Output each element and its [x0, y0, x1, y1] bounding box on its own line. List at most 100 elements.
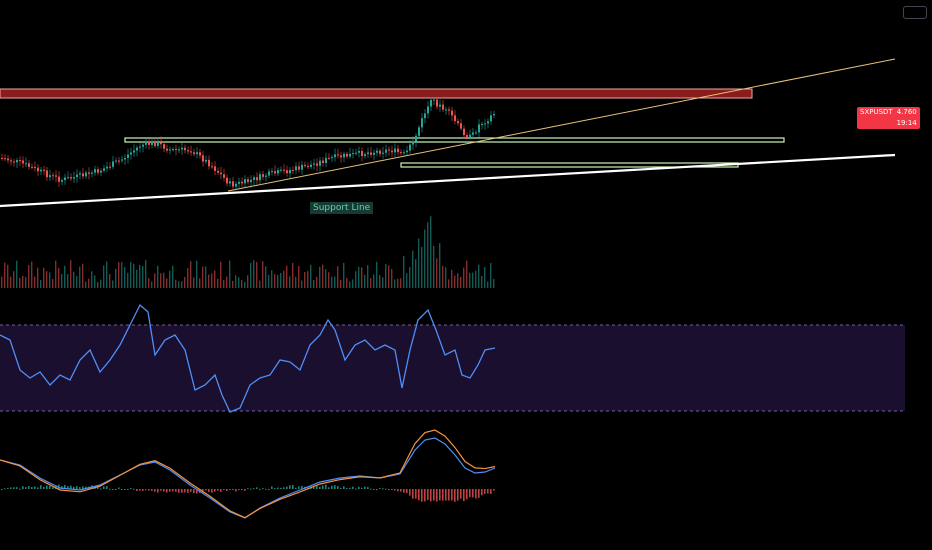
- volume-bar: [124, 267, 126, 288]
- support-line-label[interactable]: Support Line: [310, 202, 374, 214]
- macd-histogram-bar: [67, 486, 69, 489]
- macd-histogram-bar: [232, 489, 234, 490]
- candle-body: [214, 166, 216, 171]
- macd-histogram-bar: [307, 486, 309, 489]
- price-pane[interactable]: [0, 58, 896, 208]
- candle-body: [19, 160, 21, 162]
- macd-histogram-bar: [175, 489, 177, 492]
- volume-bar: [274, 274, 276, 288]
- macd-histogram-bar: [1, 489, 3, 490]
- macd-histogram-bar: [436, 489, 438, 502]
- candle-body: [157, 142, 159, 146]
- candle-body: [376, 150, 378, 153]
- macd-histogram-bar: [466, 489, 468, 500]
- candle-body: [247, 179, 249, 183]
- macd-histogram-bar: [475, 489, 477, 499]
- volume-bar: [130, 261, 132, 288]
- candle-body: [88, 172, 90, 174]
- candle-body: [448, 109, 450, 111]
- candle-body: [109, 166, 111, 168]
- candle-body: [451, 110, 453, 116]
- macd-histogram-bar: [100, 488, 102, 490]
- macd-histogram-bar: [331, 485, 333, 489]
- macd-histogram-bar: [10, 487, 12, 489]
- macd-histogram-bar: [259, 488, 261, 490]
- macd-histogram-bar: [361, 487, 363, 489]
- volume-bar: [337, 266, 339, 288]
- macd-histogram-bar: [208, 489, 210, 492]
- macd-histogram-bar: [295, 487, 297, 489]
- volume-bar: [85, 281, 87, 288]
- macd-histogram-bar: [61, 486, 63, 489]
- volume-bar: [277, 274, 279, 288]
- macd-histogram-bar: [448, 489, 450, 501]
- volume-bar: [229, 260, 231, 288]
- candle-body: [142, 144, 144, 147]
- candle-body: [82, 173, 84, 177]
- volume-bar: [166, 278, 168, 288]
- support-zone-upper[interactable]: [124, 137, 785, 143]
- volume-bar: [223, 280, 225, 288]
- candle-body: [127, 154, 129, 158]
- volume-bar: [106, 261, 108, 288]
- macd-histogram: [1, 484, 495, 502]
- candle-body: [232, 181, 234, 187]
- resistance-zone[interactable]: [0, 88, 753, 99]
- support-line[interactable]: [0, 153, 896, 208]
- volume-bar: [100, 279, 102, 288]
- volume-bar: [64, 265, 66, 288]
- volume-bar: [52, 279, 54, 288]
- macd-pane[interactable]: [0, 429, 496, 519]
- macd-histogram-bar: [163, 489, 165, 492]
- candle-body: [205, 159, 207, 162]
- volume-bar: [118, 262, 120, 288]
- volume-bar: [40, 280, 42, 288]
- macd-histogram-bar: [235, 489, 237, 492]
- volume-bar: [1, 276, 3, 288]
- candle-body: [385, 149, 387, 153]
- macd-histogram-bar: [85, 486, 87, 489]
- candle-body: [397, 148, 399, 153]
- volume-bar: [355, 271, 357, 288]
- candle-body: [172, 148, 174, 150]
- volume-bar: [253, 260, 255, 288]
- bar-countdown: 19:14: [896, 119, 917, 127]
- volume-bar: [406, 273, 408, 288]
- macd-histogram-bar: [151, 489, 153, 491]
- trend-line[interactable]: [227, 58, 896, 192]
- volume-bar: [397, 278, 399, 288]
- volume-bar: [103, 265, 105, 288]
- macd-histogram-bar: [433, 489, 435, 501]
- volume-bar: [415, 259, 417, 288]
- macd-histogram-bar: [337, 486, 339, 489]
- volume-bar: [352, 279, 354, 288]
- candle-body: [373, 152, 375, 155]
- macd-histogram-bar: [253, 488, 255, 490]
- volume-bar: [469, 272, 471, 288]
- macd-histogram-bar: [454, 489, 456, 502]
- macd-histogram-bar: [226, 489, 228, 491]
- candle-body: [487, 121, 489, 124]
- macd-histogram-bar: [172, 489, 174, 492]
- rsi-pane[interactable]: [0, 303, 905, 413]
- macd-histogram-bar: [376, 489, 378, 491]
- candle-body: [367, 152, 369, 155]
- volume-bar: [154, 273, 156, 288]
- candle-body: [91, 172, 93, 174]
- candle-body: [55, 175, 57, 177]
- fullscreen-icon[interactable]: [903, 6, 927, 19]
- volume-bar: [319, 266, 321, 288]
- volume-bar: [454, 275, 456, 288]
- volume-bar: [112, 280, 114, 288]
- volume-bar: [148, 278, 150, 288]
- volume-bar: [235, 275, 237, 288]
- volume-bar: [136, 269, 138, 288]
- candle-body: [148, 141, 150, 145]
- candle-body: [199, 152, 201, 156]
- volume-bar: [385, 264, 387, 288]
- macd-histogram-bar: [346, 487, 348, 489]
- volume-bar: [91, 271, 93, 288]
- macd-histogram-bar: [373, 489, 375, 490]
- volume-bar: [220, 261, 222, 288]
